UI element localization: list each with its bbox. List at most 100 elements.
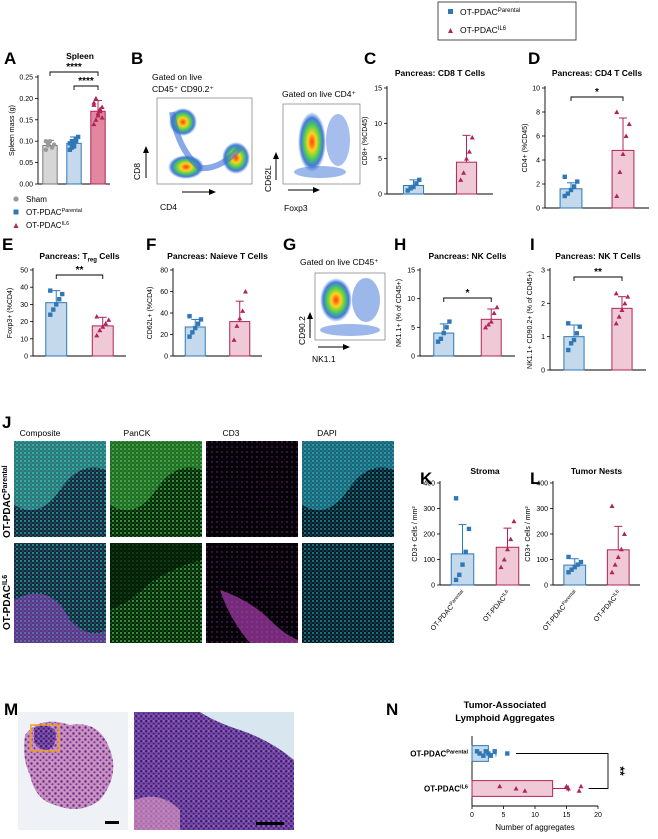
y-tick-label: 0.15 bbox=[19, 117, 33, 124]
flow-g-x-arrowhead bbox=[343, 344, 350, 350]
data-point bbox=[491, 310, 497, 315]
data-point bbox=[51, 142, 57, 147]
data-point bbox=[190, 330, 195, 335]
flow-b1-gate-line1: Gated on live bbox=[152, 72, 202, 82]
data-point bbox=[95, 110, 101, 116]
bar bbox=[91, 325, 114, 357]
y-axis-label: CD3+ Cells / mm² bbox=[525, 506, 532, 562]
data-point bbox=[614, 109, 620, 114]
data-point bbox=[511, 518, 517, 524]
data-point bbox=[574, 331, 580, 336]
data-point bbox=[577, 324, 582, 329]
flow-plot-b2: Gated on live CD4⁺ CD62L Foxp3 bbox=[263, 89, 361, 213]
flow-b1-x-label: CD4 bbox=[160, 202, 177, 212]
y-tick-label: 0 bbox=[536, 206, 540, 213]
data-point bbox=[626, 121, 632, 126]
data-point bbox=[578, 559, 584, 565]
panel-letter-i: I bbox=[530, 235, 535, 254]
y-tick-label: 2 bbox=[536, 182, 540, 189]
data-point bbox=[483, 749, 489, 754]
data-point bbox=[622, 300, 628, 306]
chart-n-aggregates: Tumor-Associated Lymphoid Aggregates 0 5 10 1… bbox=[410, 700, 627, 832]
y-axis-label: CD3+ Cells / mm² bbox=[412, 506, 419, 562]
data-point bbox=[460, 562, 465, 567]
flow-b2-gate: Gated on live CD4⁺ bbox=[282, 89, 356, 99]
data-point bbox=[411, 184, 416, 190]
panel-letter-g: G bbox=[283, 235, 296, 254]
data-point bbox=[417, 177, 422, 183]
y-tick-label-base: OT-PDAC bbox=[410, 750, 446, 759]
data-point bbox=[447, 319, 452, 324]
legend-parental-marker bbox=[448, 9, 453, 14]
y-tick-label: 0 bbox=[24, 354, 28, 361]
data-point bbox=[565, 786, 571, 791]
y-tick-label: 200 bbox=[423, 532, 435, 539]
data-point bbox=[617, 169, 623, 174]
significance-label: **** bbox=[66, 62, 82, 73]
chart-title-subscript: reg bbox=[88, 258, 98, 264]
data-point bbox=[613, 320, 619, 326]
chart-d-cd4: Pancreas: CD4 T Cells 0 2 4 6 8 10 CD4+ (%CD45)… bbox=[522, 68, 649, 213]
y-tick-label: 5 bbox=[378, 156, 382, 163]
x-tick-label: 5 bbox=[502, 812, 506, 819]
micro-r2-dapi bbox=[302, 543, 394, 643]
legend-il6-label: OT-PDACIL6 bbox=[460, 25, 507, 35]
legend-a-il6-label: OT-PDACIL6 bbox=[26, 221, 69, 230]
data-point bbox=[73, 136, 79, 142]
x-tick-label-sup: IL6 bbox=[501, 589, 510, 598]
bar bbox=[184, 326, 206, 357]
bar bbox=[611, 307, 633, 371]
panel-letter-h: H bbox=[394, 235, 406, 254]
data-point bbox=[234, 323, 240, 328]
y-tick-label: 400 bbox=[423, 481, 435, 488]
flow-g-x-label: NK1.1 bbox=[312, 354, 336, 364]
data-point bbox=[457, 572, 462, 577]
y-axis-label: CD4+ (%CD45) bbox=[522, 124, 529, 173]
significance-label: ** bbox=[76, 265, 84, 276]
legend-a-il6-marker bbox=[13, 223, 19, 228]
x-tick-label: 0 bbox=[470, 812, 474, 819]
data-point bbox=[568, 341, 574, 346]
data-point bbox=[187, 334, 192, 339]
flow-b2-pop-bottom bbox=[294, 166, 346, 178]
data-point bbox=[576, 788, 582, 793]
flow-b2-x-arrowhead bbox=[313, 187, 320, 193]
panel-letter-c: C bbox=[364, 49, 376, 68]
chart-title-tail: Cells bbox=[97, 251, 120, 261]
data-point bbox=[566, 554, 571, 560]
chart-title: Pancreas: Naieve T Cells bbox=[167, 251, 268, 261]
significance-label: **** bbox=[78, 76, 94, 87]
x-axis-label: Number of aggregates bbox=[495, 823, 575, 832]
panel-letter-k: K bbox=[420, 469, 433, 488]
significance-bracket bbox=[443, 297, 492, 302]
flow-b2-x-label: Foxp3 bbox=[284, 203, 308, 213]
x-tick-label-base: OT-PDAC bbox=[430, 604, 455, 632]
flow-b2-pop-right bbox=[326, 114, 350, 166]
chart-a-spleen: Spleen 0.00 0.05 0.10 0.15 0.20 0.25 Spleen mas… bbox=[9, 51, 110, 189]
microscopy-col-cd3: CD3 bbox=[222, 428, 239, 438]
data-point bbox=[231, 337, 237, 342]
x-tick-label: 15 bbox=[563, 812, 571, 819]
y-tick-label: OT-PDACParental bbox=[410, 750, 468, 759]
data-point bbox=[441, 330, 446, 336]
x-tick-label: 10 bbox=[531, 812, 539, 819]
bar bbox=[90, 110, 106, 185]
microscopy-j: Composite PanCK CD3 DAPI OT-PDACParental… bbox=[2, 428, 394, 643]
y-tick-label: 5 bbox=[411, 325, 415, 332]
he-lowmag-aggregate bbox=[34, 725, 56, 750]
y-tick-label: 0 bbox=[541, 368, 545, 375]
he-highmag-scalebar bbox=[256, 822, 284, 825]
flow-g-y-label: CD90.2 bbox=[297, 316, 307, 345]
bar bbox=[229, 321, 251, 357]
data-point bbox=[463, 549, 468, 555]
micro-r2-composite-cd3 bbox=[14, 593, 106, 643]
y-axis-label: CD8+ (%CD45) bbox=[362, 117, 369, 166]
data-point bbox=[458, 177, 464, 182]
data-point bbox=[466, 149, 472, 154]
data-point bbox=[612, 562, 618, 567]
data-point bbox=[453, 496, 459, 501]
data-point bbox=[461, 170, 467, 175]
flow-b2-pop-main bbox=[298, 112, 326, 172]
y-tick-label: 3 bbox=[541, 268, 545, 275]
bar bbox=[471, 780, 554, 797]
